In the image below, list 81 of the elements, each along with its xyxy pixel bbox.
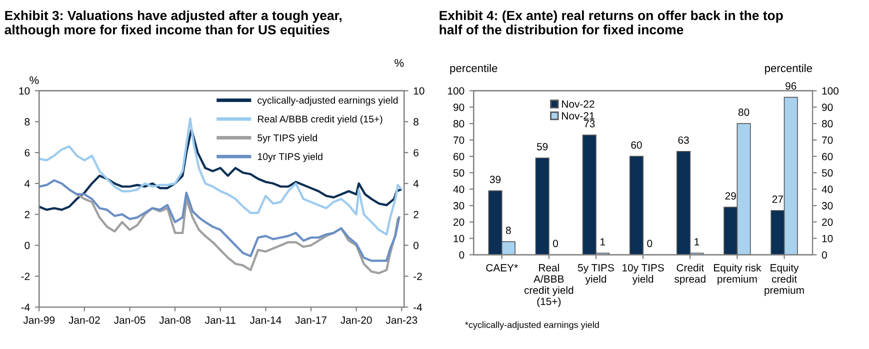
y-tick-label: 60 — [454, 152, 464, 160]
y-tick-label: 4 — [24, 180, 30, 188]
y2-axis-title: percentile — [765, 64, 812, 74]
y2-tick-label: 4 — [413, 180, 419, 188]
data-label: 59 — [536, 143, 548, 150]
y2-tick-label: 2 — [414, 210, 418, 218]
y2-tick-label: 10 — [414, 87, 424, 95]
y-tick-label: 40 — [453, 186, 464, 194]
x-tick-label: Jan-11 — [205, 316, 236, 324]
y-tick-label: 30 — [453, 202, 464, 210]
y2-tick-label: 20 — [822, 218, 833, 226]
x-tick-label: Equity credit premium — [764, 264, 804, 296]
chart-title: Exhibit 3: Valuations have adjusted after a tough year, although more for fixed income than for US equities — [4, 10, 342, 38]
y-tick-label: 10 — [454, 234, 464, 242]
data-label: 0 — [647, 240, 652, 248]
y2-tick-label: 6 — [414, 149, 418, 156]
chart-title: Exhibit 4: (Ex ante) real returns on offer back in the top half of the distribution for fixed income — [440, 10, 783, 34]
text: *cyclically-adjusted earnings yield — [465, 321, 599, 330]
y-axis-title: percentile — [450, 64, 498, 74]
y-tick-label: 10 — [19, 87, 30, 95]
x-tick-label: Credit spread — [674, 264, 706, 285]
data-label: 1 — [694, 238, 700, 246]
x-tick-label: CAEY* — [486, 264, 518, 272]
x-tick-label: Jan-20 — [340, 316, 372, 324]
legend-label: Nov-22 — [562, 100, 594, 108]
data-label: 80 — [738, 108, 750, 116]
x-tick-label: Jan-23 — [386, 316, 418, 324]
legend-label: 10yr TIPS yield — [258, 152, 322, 162]
y-tick-label: 0 — [24, 242, 30, 250]
legend-label: 5yr TIPS yield — [258, 134, 317, 144]
data-label: 27 — [772, 195, 783, 203]
y2-tick-label: 40 — [822, 186, 833, 194]
y-tick-label: 80 — [453, 120, 464, 128]
x-tick-label: Jan-02 — [68, 316, 100, 324]
data-label: 1 — [600, 238, 605, 246]
y2-tick-label: 0 — [414, 242, 418, 250]
data-label: 0 — [553, 240, 558, 248]
y-tick-label: -4 — [21, 304, 30, 311]
y-tick-label: 90 — [453, 104, 464, 112]
legend-label: cyclically-adjusted earnings yield — [258, 96, 398, 106]
y-tick-label: 2 — [24, 210, 30, 218]
y2-tick-label: 30 — [822, 202, 833, 210]
x-tick-label: 10y TIPS yield — [622, 264, 664, 285]
y2-axis-title: % — [394, 59, 404, 67]
x-tick-label: Jan-08 — [159, 316, 191, 324]
y2-tick-label: 8 — [414, 118, 418, 126]
y2-tick-label: 50 — [822, 169, 833, 177]
y-tick-label: 6 — [24, 149, 30, 156]
y2-tick-label: 60 — [822, 152, 833, 160]
y-tick-label: 50 — [453, 169, 464, 177]
y-axis-title: % — [30, 76, 39, 84]
x-tick-label: 5y TIPS yield — [578, 264, 614, 285]
y2-tick-label: -4 — [414, 304, 422, 311]
data-label: 73 — [584, 120, 595, 128]
data-label: 96 — [786, 82, 796, 90]
legend-label: Real A/BBB credit yield (15+) — [258, 115, 382, 124]
y-tick-label: -2 — [21, 272, 30, 280]
y2-tick-label: 10 — [822, 234, 833, 242]
x-tick-label: Equity risk premium — [714, 264, 762, 285]
x-tick-label: Jan-99 — [23, 316, 55, 324]
y-tick-label: 100 — [448, 87, 464, 95]
x-tick-label: Jan-05 — [114, 316, 146, 324]
y2-tick-label: -2 — [414, 272, 422, 280]
y2-tick-label: 90 — [822, 104, 833, 112]
y-tick-label: 8 — [24, 118, 30, 126]
legend-label: Nov-21 — [562, 112, 594, 120]
y2-tick-label: 70 — [822, 136, 833, 144]
y2-tick-label: 0 — [822, 251, 827, 259]
y-tick-label: 20 — [454, 218, 464, 226]
x-tick-label: Jan-17 — [295, 316, 326, 324]
x-tick-label: Real A/BBB credit yield (15+) — [524, 264, 574, 308]
data-label: 39 — [490, 176, 501, 184]
y2-tick-label: 80 — [822, 120, 833, 128]
data-label: 8 — [506, 226, 511, 234]
data-label: 63 — [678, 136, 689, 144]
data-label: 60 — [631, 141, 642, 149]
data-label: 29 — [725, 192, 736, 200]
y-tick-label: 0 — [459, 251, 464, 259]
y2-tick-label: 100 — [822, 87, 839, 95]
x-tick-label: Jan-14 — [250, 316, 282, 324]
y-tick-label: 70 — [454, 136, 464, 144]
